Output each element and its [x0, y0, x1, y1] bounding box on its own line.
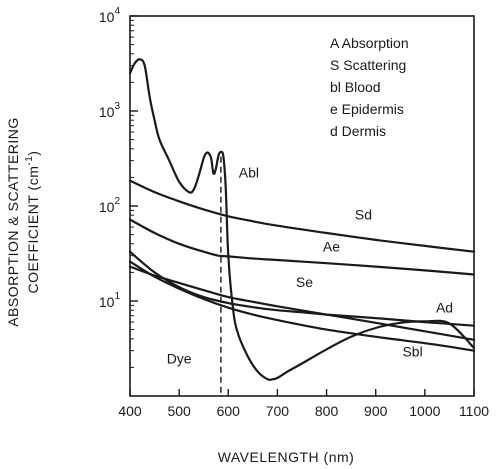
x-tick-label: 800	[315, 403, 339, 419]
x-tick-label: 400	[118, 403, 142, 419]
series-line-sbl	[128, 260, 476, 352]
series-line-ae	[128, 218, 476, 276]
series-line-abl	[128, 58, 476, 381]
series-line-ad	[128, 250, 476, 327]
y-axis-title-line2: COEFFICIENT (cm-1)	[24, 151, 41, 294]
curve-label-dye: Dye	[167, 350, 192, 366]
legend-entry: d Dermis	[330, 123, 386, 139]
y-axis-title-line2-end: )	[25, 151, 41, 156]
x-tick-label: 600	[217, 403, 241, 419]
y-tick-exponent: 3	[114, 101, 120, 112]
y-tick-exponent: 4	[114, 6, 120, 17]
y-tick-label: 102	[99, 196, 121, 215]
legend-entry: e Epidermis	[330, 101, 404, 117]
y-tick-label: 104	[99, 6, 121, 25]
x-tick-label: 1000	[409, 403, 440, 419]
curve-label-abl: Abl	[239, 164, 259, 180]
y-tick-base: 10	[99, 9, 115, 25]
y-tick-label: 103	[99, 101, 121, 120]
curve-label-ad: Ad	[436, 299, 453, 315]
x-tick-label: 1100	[459, 403, 489, 419]
x-axis-title: WAVELENGTH (nm)	[218, 449, 355, 465]
legend-entry: A Absorption	[330, 35, 409, 51]
plot-frame	[129, 15, 475, 397]
series-line-sd	[128, 179, 476, 253]
x-axis-ticks: 400 500 600 700 800 900 1000 1100	[118, 389, 489, 419]
curve-label-se: Se	[296, 274, 313, 290]
y-tick-base: 10	[99, 104, 115, 120]
y-tick-exponent: 2	[114, 196, 120, 207]
y-axis-title-line2-sup: -1	[24, 156, 35, 166]
legend: A Absorption S Scattering bl Blood e Epider…	[330, 35, 409, 139]
y-axis-title-line2-main: COEFFICIENT (cm	[25, 166, 41, 294]
y-tick-exponent: 1	[114, 291, 120, 302]
y-tick-base: 10	[99, 199, 115, 215]
x-tick-label: 900	[364, 403, 388, 419]
curve-label-sbl: Sbl	[402, 344, 422, 360]
legend-entry: bl Blood	[330, 79, 381, 95]
series-layer	[128, 58, 476, 396]
y-tick-label: 101	[99, 291, 121, 310]
y-tick-base: 10	[99, 294, 115, 310]
x-tick-label: 700	[266, 403, 290, 419]
y-axis-title-line1: ABSORPTION & SCATTERING	[5, 117, 21, 327]
curve-label-ae: Ae	[323, 239, 340, 255]
series-line-se	[128, 265, 476, 341]
x-tick-label: 500	[167, 403, 191, 419]
curve-label-sd: Sd	[355, 207, 372, 223]
legend-entry: S Scattering	[330, 57, 406, 73]
curve-labels: Abl Sd Ae Se Ad Sbl Dye	[167, 164, 453, 366]
